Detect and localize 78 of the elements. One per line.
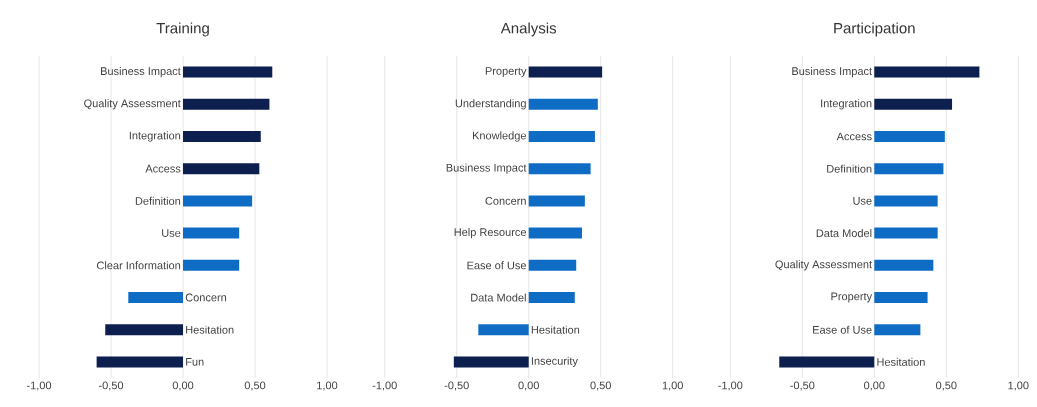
bar — [96, 356, 184, 368]
y-tick-label: Insecurity — [531, 356, 578, 367]
y-tick-label: Integration — [129, 131, 181, 142]
y-tick-label: Business Impact — [792, 66, 872, 78]
y-tick-label: Definition — [827, 164, 872, 173]
bar — [183, 227, 240, 239]
bar — [183, 195, 253, 207]
y-tick-label: Property — [831, 292, 873, 303]
bar — [874, 227, 938, 239]
y-tick-label: Hesitation — [877, 357, 925, 366]
bar — [874, 163, 944, 175]
x-tick-label: 0,00 — [864, 381, 885, 391]
y-tick-label: Access — [145, 164, 181, 173]
bar — [874, 324, 921, 336]
y-tick-label: Access — [836, 132, 872, 141]
bar — [105, 324, 184, 336]
bar — [183, 259, 240, 271]
bar — [528, 163, 591, 175]
bar — [874, 259, 934, 271]
bar — [528, 227, 582, 239]
x-tick-label: -1,00 — [718, 381, 743, 391]
chart-title: Participation — [834, 22, 915, 37]
y-tick-label: Concern — [185, 293, 227, 302]
x-tick-label: -0,50 — [98, 381, 124, 391]
bar — [874, 195, 938, 207]
y-tick-label: Understanding — [455, 99, 526, 110]
x-tick-label: 1,00 — [1008, 381, 1029, 391]
y-tick-label: Quality Assessment — [84, 99, 181, 110]
chart-title: Analysis — [500, 22, 557, 37]
x-tick-label: 0,50 — [936, 381, 957, 391]
x-tick-label: 0,50 — [590, 381, 611, 391]
x-tick-label: 0,50 — [244, 381, 266, 391]
bar — [453, 356, 529, 368]
bar — [874, 291, 928, 303]
y-tick-label: Use — [162, 229, 181, 237]
bar — [528, 130, 595, 142]
x-tick-label: 1,00 — [317, 381, 338, 391]
bar — [183, 98, 270, 110]
x-tick-label: -0,50 — [790, 381, 815, 391]
y-tick-label: Clear Information — [97, 261, 181, 270]
y-tick-label: Data Model — [471, 293, 526, 302]
bar — [128, 291, 184, 303]
bar — [183, 130, 261, 142]
x-tick-label: -1,00 — [26, 381, 52, 391]
y-tick-label: Hesitation — [186, 325, 234, 334]
bar — [528, 195, 585, 207]
y-tick-label: Knowledge — [472, 131, 526, 142]
bar — [874, 66, 980, 78]
y-tick-label: Business Impact — [446, 163, 527, 174]
y-tick-label: Quality Assessment — [775, 260, 872, 271]
y-tick-label: Integration — [821, 99, 872, 110]
bar — [874, 98, 953, 110]
bar — [874, 130, 945, 142]
x-tick-label: 0,00 — [518, 381, 539, 391]
bar — [478, 324, 529, 336]
bar — [528, 66, 603, 78]
x-tick-label: -1,00 — [372, 381, 397, 391]
y-tick-label: Concern — [485, 197, 526, 205]
x-tick-label: 1,00 — [662, 381, 683, 391]
y-tick-label: Fun — [186, 358, 204, 366]
y-tick-label: Ease of Use — [813, 325, 872, 334]
y-tick-label: Property — [485, 67, 527, 77]
y-tick-label: Data Model — [816, 229, 872, 238]
bar — [528, 259, 577, 271]
y-tick-label: Hesitation — [531, 325, 580, 334]
y-tick-label: Ease of Use — [467, 261, 526, 270]
y-tick-label: Business Impact — [101, 66, 181, 78]
chart-title: Training — [156, 22, 209, 37]
bar — [183, 163, 260, 175]
x-tick-label: 0,00 — [172, 381, 194, 391]
y-tick-label: Help Resource — [454, 227, 526, 239]
bar — [528, 291, 575, 303]
bar — [528, 98, 598, 110]
y-tick-label: Use — [853, 197, 872, 205]
bar — [183, 66, 273, 78]
y-tick-label: Definition — [135, 196, 181, 205]
x-tick-label: -0,50 — [444, 381, 469, 391]
bar — [779, 356, 875, 368]
